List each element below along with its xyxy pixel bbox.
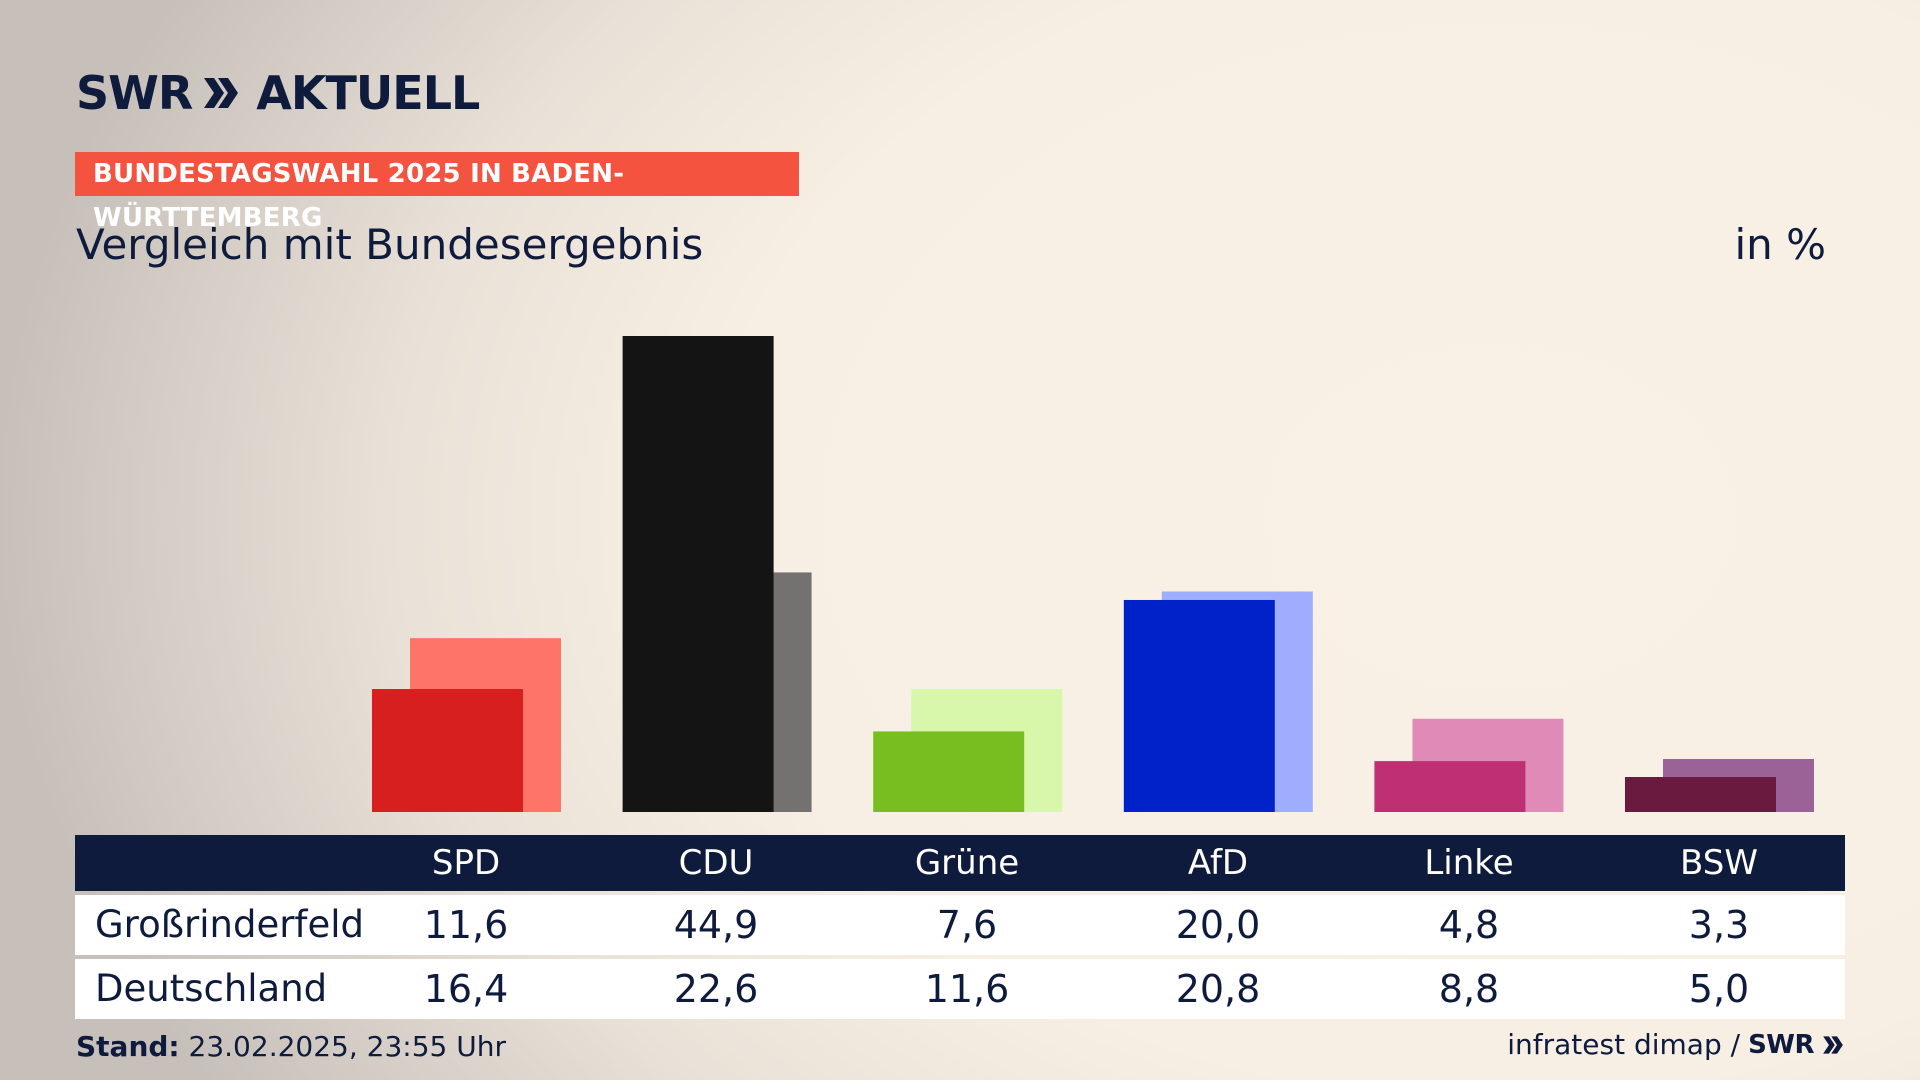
header-gruene: Grüne bbox=[914, 843, 1020, 883]
value-cell: 44,9 bbox=[673, 903, 759, 947]
source-text: infratest dimap / bbox=[1507, 1028, 1741, 1061]
value-cell: 5,0 bbox=[1688, 967, 1750, 1011]
logo-swr-text: SWR bbox=[76, 66, 193, 120]
bar-local-linke bbox=[1374, 761, 1526, 812]
source-credit: infratest dimap / SWR bbox=[1507, 1028, 1844, 1061]
table-header: SPD CDU Grüne AfD Linke BSW bbox=[75, 835, 1845, 891]
value-cell: 8,8 bbox=[1438, 967, 1500, 1011]
swr-small-logo-text: SWR bbox=[1748, 1029, 1814, 1060]
value-cell: 22,6 bbox=[673, 967, 759, 1011]
value-cell: 11,6 bbox=[423, 903, 509, 947]
bar-local-bsw bbox=[1625, 777, 1776, 812]
stand-label: Stand: bbox=[76, 1030, 180, 1063]
header-cdu: CDU bbox=[678, 843, 754, 883]
row-label-local: Großrinderfeld bbox=[95, 903, 364, 946]
bar-local-spd bbox=[372, 689, 523, 812]
value-cell: 3,3 bbox=[1688, 903, 1750, 947]
chevron-double-icon bbox=[1823, 1035, 1843, 1054]
value-cell: 7,6 bbox=[936, 903, 998, 947]
header-bsw: BSW bbox=[1680, 843, 1758, 883]
header-spd: SPD bbox=[431, 843, 501, 883]
results-table: SPD CDU Grüne AfD Linke BSW Großrinderfe… bbox=[75, 835, 1845, 1019]
value-cell: 16,4 bbox=[423, 967, 509, 1011]
value-cell: 20,0 bbox=[1175, 903, 1261, 947]
bar-chart bbox=[372, 336, 1814, 812]
value-cell: 4,8 bbox=[1438, 903, 1500, 947]
value-cell: 20,8 bbox=[1175, 967, 1261, 1011]
logo-aktuell-text: AKTUELL bbox=[256, 66, 480, 120]
unit-label: in % bbox=[1734, 220, 1826, 269]
row-label-national: Deutschland bbox=[95, 967, 328, 1010]
stand-value: 23.02.2025, 23:55 Uhr bbox=[188, 1030, 506, 1063]
election-banner: BUNDESTAGSWAHL 2025 IN BADEN-WÜRTTEMBERG bbox=[75, 152, 799, 233]
bar-local-afd bbox=[1123, 599, 1275, 812]
swr-aktuell-logo: SWR AKTUELL bbox=[76, 66, 480, 120]
bar-local-gruene bbox=[873, 731, 1025, 812]
value-cell: 11,6 bbox=[924, 967, 1010, 1011]
header-afd: AfD bbox=[1187, 843, 1249, 883]
chart-subtitle: Vergleich mit Bundesergebnis bbox=[76, 220, 704, 269]
table-row: Großrinderfeld 11,6 44,9 7,6 20,0 4,8 3,… bbox=[75, 895, 1845, 955]
header-linke: Linke bbox=[1424, 843, 1514, 883]
bar-local-cdu bbox=[622, 336, 774, 812]
chevron-double-icon bbox=[204, 78, 239, 108]
timestamp: Stand: 23.02.2025, 23:55 Uhr bbox=[76, 1030, 506, 1063]
table-row: Deutschland 16,4 22,6 11,6 20,8 8,8 5,0 bbox=[75, 959, 1845, 1019]
